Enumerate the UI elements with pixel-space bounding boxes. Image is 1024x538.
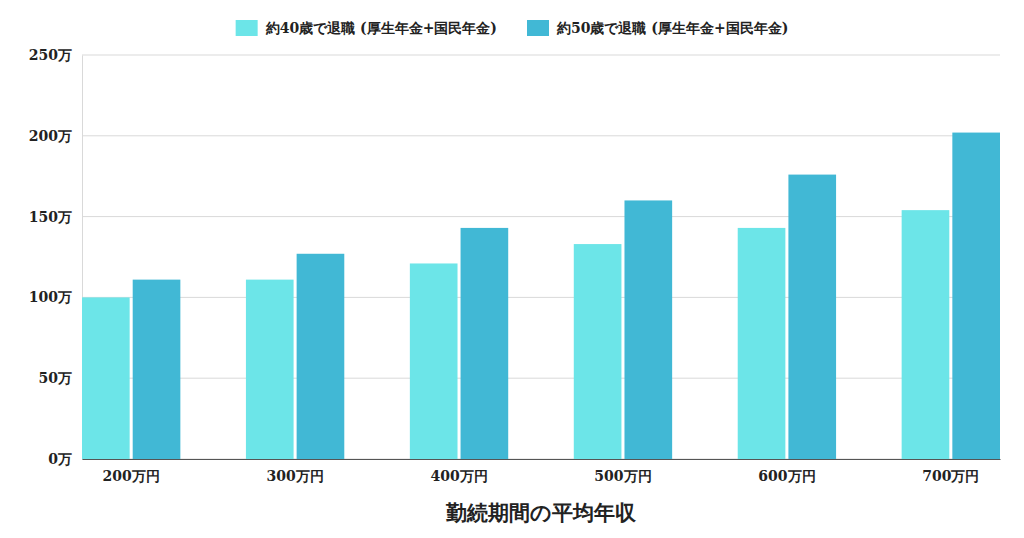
bar	[410, 263, 458, 459]
grid-line	[82, 216, 1000, 217]
bar	[82, 297, 130, 459]
legend-swatch	[236, 20, 258, 36]
x-tick-label: 200万円	[103, 468, 160, 484]
y-tick: 50万	[39, 370, 82, 386]
grid-line	[82, 135, 1000, 136]
y-tick: 250万	[29, 47, 82, 63]
x-tick-label: 500万円	[594, 468, 651, 484]
x-tick-label: 600万円	[758, 468, 815, 484]
x-tick: 600万円	[758, 459, 815, 484]
legend: 約40歳で退職 (厚生年金+国民年金) 約50歳で退職 (厚生年金+国民年金)	[236, 20, 789, 36]
x-axis: 200万円 300万円 400万円 500万円 600万円 700万円	[83, 459, 1001, 484]
grid-line	[82, 55, 1000, 56]
x-tick-label: 300万円	[266, 468, 323, 484]
bar	[574, 244, 622, 459]
legend-swatch	[527, 20, 549, 36]
x-tick: 300万円	[266, 459, 323, 484]
plot: 0万 50万 100万 150万 200万 250万 200万円 300万円 400万円 500万…	[29, 47, 1001, 484]
bar	[788, 175, 836, 459]
x-tick: 200万円	[103, 459, 160, 484]
bar	[952, 133, 1000, 459]
y-tick: 0万	[48, 451, 82, 467]
bar	[738, 228, 786, 459]
x-tick: 500万円	[594, 459, 651, 484]
y-tick-label: 0万	[48, 451, 72, 467]
x-tick-label: 400万円	[430, 468, 487, 484]
grid-line	[82, 459, 1000, 460]
y-tick: 200万	[29, 128, 82, 144]
bar	[902, 210, 950, 459]
y-tick-label: 150万	[29, 209, 72, 225]
legend-item: 約50歳で退職 (厚生年金+国民年金)	[527, 20, 788, 36]
bar	[297, 254, 345, 459]
y-tick-label: 200万	[29, 128, 72, 144]
y-tick-label: 250万	[29, 47, 72, 63]
legend-label: 約40歳で退職 (厚生年金+国民年金)	[265, 20, 497, 36]
y-tick: 150万	[29, 209, 82, 225]
bars	[82, 133, 1000, 459]
x-axis-line	[83, 459, 1001, 460]
x-axis-title: 勤続期間の平均年収	[445, 500, 637, 525]
bar	[461, 228, 509, 459]
legend-label: 約50歳で退職 (厚生年金+国民年金)	[556, 20, 788, 36]
chart: 0万 50万 100万 150万 200万 250万 200万円 300万円 400万円 500万…	[0, 0, 1024, 538]
x-tick: 400万円	[430, 459, 487, 484]
grid-line	[82, 378, 1000, 379]
y-tick-label: 50万	[39, 370, 72, 386]
y-tick-label: 100万	[29, 289, 72, 305]
bar	[624, 200, 672, 459]
bar	[246, 280, 294, 459]
legend-item: 約40歳で退職 (厚生年金+国民年金)	[236, 20, 497, 36]
x-tick: 700万円	[922, 459, 979, 484]
y-axis: 0万 50万 100万 150万 200万 250万	[29, 47, 83, 467]
grid	[82, 55, 1000, 459]
series	[133, 133, 1000, 459]
bar	[133, 280, 181, 459]
grid-line	[82, 297, 1000, 298]
y-tick: 100万	[29, 289, 82, 305]
x-tick-label: 700万円	[922, 468, 979, 484]
